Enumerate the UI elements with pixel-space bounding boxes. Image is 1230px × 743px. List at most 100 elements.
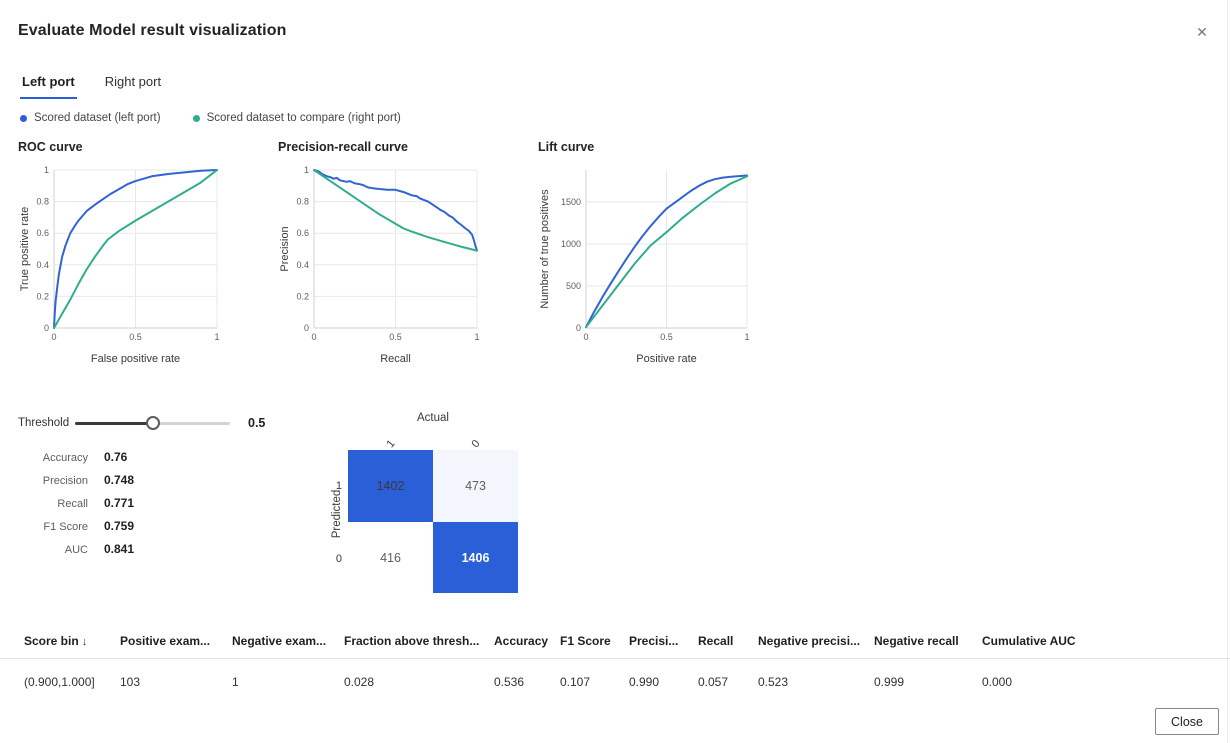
confusion-matrix-row-label: 1 bbox=[335, 480, 342, 492]
close-button[interactable]: Close bbox=[1155, 708, 1219, 735]
cell-positive-examples: 103 bbox=[120, 675, 141, 689]
svg-text:0: 0 bbox=[51, 332, 56, 342]
svg-text:500: 500 bbox=[566, 281, 581, 291]
column-header-recall[interactable]: Recall bbox=[698, 634, 734, 648]
metric-accuracy: Accuracy 0.76 bbox=[18, 450, 134, 464]
close-icon[interactable]: ✕ bbox=[1196, 23, 1208, 40]
cell-negative-recall: 0.999 bbox=[874, 675, 905, 689]
svg-text:0.2: 0.2 bbox=[36, 291, 49, 301]
legend-item-right-port: Scored dataset to compare (right port) bbox=[192, 112, 401, 124]
svg-text:1: 1 bbox=[44, 165, 49, 175]
legend-label: Scored dataset (left port) bbox=[34, 112, 161, 124]
cell-precision: 0.990 bbox=[629, 675, 660, 689]
series-legend: Scored dataset (left port) Scored datase… bbox=[20, 112, 401, 124]
metric-auc: AUC 0.841 bbox=[18, 542, 134, 556]
metric-value: 0.76 bbox=[104, 450, 128, 464]
metric-value: 0.748 bbox=[104, 473, 135, 487]
legend-label: Scored dataset to compare (right port) bbox=[206, 112, 401, 124]
svg-text:1000: 1000 bbox=[561, 239, 581, 249]
column-header-cumulative-auc[interactable]: Cumulative AUC bbox=[982, 634, 1076, 648]
svg-text:0.5: 0.5 bbox=[660, 332, 673, 342]
metric-label: Accuracy bbox=[42, 452, 88, 464]
score-bin-table: Score bin ↓ Positive exam... Negative exa… bbox=[0, 626, 1230, 705]
metrics-panel: Accuracy 0.76 Precision 0.748 Recall 0.7… bbox=[18, 450, 134, 565]
svg-text:1: 1 bbox=[304, 165, 309, 175]
svg-text:0.6: 0.6 bbox=[36, 228, 49, 238]
cell-f1-score: 0.107 bbox=[560, 675, 591, 689]
column-header-score-bin[interactable]: Score bin ↓ bbox=[24, 634, 88, 648]
column-header-negative-examples[interactable]: Negative exam... bbox=[232, 634, 327, 648]
svg-text:Recall: Recall bbox=[380, 353, 411, 365]
port-tabs: Left port Right port bbox=[20, 70, 163, 99]
svg-text:1500: 1500 bbox=[561, 197, 581, 207]
svg-text:0.2: 0.2 bbox=[296, 291, 309, 301]
threshold-value: 0.5 bbox=[248, 416, 266, 430]
confusion-matrix-col-label: 1 bbox=[384, 437, 398, 451]
threshold-slider[interactable] bbox=[75, 415, 230, 431]
legend-item-left-port: Scored dataset (left port) bbox=[20, 112, 161, 124]
dialog-edge-divider bbox=[1227, 0, 1228, 743]
table-row: (0.900,1.000] 103 1 0.028 0.536 0.107 0.… bbox=[0, 659, 1230, 705]
confusion-matrix-cell-fn: 416 bbox=[348, 522, 433, 593]
confusion-matrix-cell-fp: 473 bbox=[433, 450, 518, 522]
svg-text:0.5: 0.5 bbox=[389, 332, 402, 342]
svg-text:Number of true positives: Number of true positives bbox=[539, 189, 551, 309]
metric-f1-score: F1 Score 0.759 bbox=[18, 519, 134, 533]
column-header-positive-examples[interactable]: Positive exam... bbox=[120, 634, 211, 648]
lift-curve-chart: Lift curve 0 500 1000 1500 0 0.5 1 Positive rat… bbox=[536, 140, 781, 370]
confusion-matrix-col-label: 0 bbox=[469, 437, 483, 451]
tab-left-port[interactable]: Left port bbox=[20, 70, 77, 99]
metric-value: 0.759 bbox=[104, 519, 135, 533]
column-header-negative-recall[interactable]: Negative recall bbox=[874, 634, 959, 648]
svg-text:Precision: Precision bbox=[279, 226, 291, 271]
metric-value: 0.841 bbox=[104, 542, 135, 556]
chart-title: ROC curve bbox=[18, 140, 83, 154]
svg-text:0.4: 0.4 bbox=[296, 260, 309, 270]
confusion-matrix-row-label: 0 bbox=[335, 553, 342, 565]
svg-text:0: 0 bbox=[576, 323, 581, 333]
precision-recall-chart: Precision-recall curve 0 0.2 0.4 0.6 0.8 1 0 0.… bbox=[276, 140, 521, 370]
svg-text:False positive rate: False positive rate bbox=[91, 353, 180, 365]
column-header-precision[interactable]: Precisi... bbox=[629, 634, 679, 648]
svg-text:0: 0 bbox=[304, 323, 309, 333]
column-header-accuracy[interactable]: Accuracy bbox=[494, 634, 549, 648]
chart-title: Lift curve bbox=[538, 140, 595, 154]
table-header-divider bbox=[0, 658, 1230, 659]
svg-text:1: 1 bbox=[214, 332, 219, 342]
confusion-matrix: Actual 1 0 Predicted 1 0 1402 473 416 14… bbox=[300, 408, 550, 608]
page-title: Evaluate Model result visualization bbox=[18, 22, 287, 39]
svg-text:Positive rate: Positive rate bbox=[636, 353, 697, 365]
slider-knob[interactable] bbox=[145, 416, 160, 430]
svg-text:True positive rate: True positive rate bbox=[19, 207, 31, 292]
cell-fraction-above-threshold: 0.028 bbox=[344, 675, 375, 689]
column-header-f1-score[interactable]: F1 Score bbox=[560, 634, 611, 648]
svg-text:0: 0 bbox=[311, 332, 316, 342]
cell-accuracy: 0.536 bbox=[494, 675, 525, 689]
metric-label: F1 Score bbox=[43, 521, 88, 533]
cell-negative-examples: 1 bbox=[232, 675, 239, 689]
chart-title: Precision-recall curve bbox=[278, 140, 408, 154]
sort-descending-icon: ↓ bbox=[81, 636, 88, 648]
threshold-control: Threshold 0.5 bbox=[18, 415, 265, 431]
svg-text:0.4: 0.4 bbox=[36, 260, 49, 270]
roc-curve-plot: 0 0.2 0.4 0.6 0.8 1 0 0.5 1 False positive rate Tr… bbox=[19, 165, 220, 365]
slider-fill bbox=[75, 422, 153, 425]
svg-text:1: 1 bbox=[474, 332, 479, 342]
column-header-fraction-above-threshold[interactable]: Fraction above thresh... bbox=[344, 634, 480, 648]
svg-text:0.8: 0.8 bbox=[36, 197, 49, 207]
metric-label: Recall bbox=[57, 498, 88, 510]
svg-text:0: 0 bbox=[583, 332, 588, 342]
confusion-matrix-cell-tp: 1402 bbox=[348, 450, 433, 522]
metric-value: 0.771 bbox=[104, 496, 135, 510]
table-header-row: Score bin ↓ Positive exam... Negative exa… bbox=[0, 626, 1230, 656]
threshold-label: Threshold bbox=[18, 417, 70, 429]
legend-dot-green-icon bbox=[192, 114, 200, 122]
precision-recall-plot: 0 0.2 0.4 0.6 0.8 1 0 0.5 1 Recall Precision bbox=[279, 165, 480, 365]
svg-text:0.8: 0.8 bbox=[296, 197, 309, 207]
metric-precision: Precision 0.748 bbox=[18, 473, 134, 487]
svg-text:1: 1 bbox=[744, 332, 749, 342]
tab-right-port[interactable]: Right port bbox=[104, 74, 162, 89]
column-header-negative-precision[interactable]: Negative precisi... bbox=[758, 634, 861, 648]
cell-negative-precision: 0.523 bbox=[758, 675, 789, 689]
